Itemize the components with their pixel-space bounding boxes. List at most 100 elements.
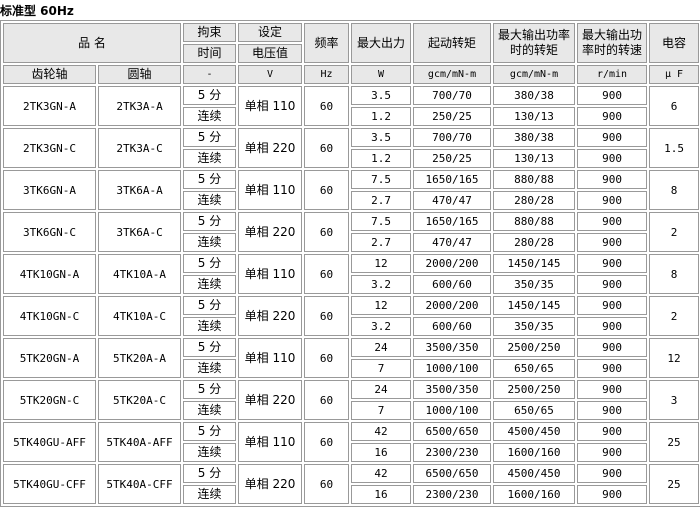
header-line: 时的转矩 <box>510 43 559 57</box>
page-title: 标准型 60Hz <box>0 4 74 18</box>
table-row: 连续 7 1000/100 650/65 900 <box>3 401 699 420</box>
frequency: 60 <box>304 296 350 336</box>
frequency: 60 <box>304 338 350 378</box>
table-row: 连续 16 2300/230 1600/160 900 <box>3 485 699 504</box>
max-output: 7 <box>351 401 412 420</box>
gear-shaft-model: 5TK20GN-A <box>3 338 96 378</box>
start-torque: 1000/100 <box>413 401 492 420</box>
round-shaft-model: 4TK10A-C <box>98 296 182 336</box>
lock-time: 连续 <box>183 107 237 126</box>
table-row: 5TK20GN-A 5TK20A-A 5 分单相 110 60 24 3500/350 25… <box>3 338 700 378</box>
table-row: 连续 7 1000/100 650/65 900 <box>3 359 699 378</box>
max-output: 42 <box>351 464 412 483</box>
start-torque: 700/70 <box>413 128 492 147</box>
gear-shaft-model: 4TK10GN-C <box>3 296 96 336</box>
max-power-torque: 130/13 <box>493 149 576 168</box>
gear-shaft-model: 4TK10GN-A <box>3 254 96 294</box>
max-power-speed: 900 <box>577 107 648 126</box>
start-torque: 3500/350 <box>413 338 492 357</box>
max-power-torque: 130/13 <box>493 107 576 126</box>
max-output: 2.7 <box>351 191 412 210</box>
spec-table: 品 名 拘束 设定 频率 最大出力 起动转矩 最大输出功率 时的转矩 最大输出功率… <box>0 20 700 507</box>
max-output: 7.5 <box>351 170 412 189</box>
max-power-speed: 900 <box>577 338 648 357</box>
voltage: 单相 110 <box>238 422 303 462</box>
unit-speed: r/min <box>577 65 648 84</box>
max-power-torque: 1450/145 <box>493 296 576 315</box>
max-power-torque: 1600/160 <box>493 485 576 504</box>
start-torque: 2300/230 <box>413 443 492 462</box>
frequency: 60 <box>304 86 350 126</box>
gear-shaft-model: 2TK3GN-C <box>3 128 96 168</box>
lock-time: 5 分 <box>183 338 237 357</box>
start-torque: 2000/200 <box>413 254 492 273</box>
table-row: 5TK40GU-AFF 5TK40A-AFF 5 分单相 110 60 42 6500/6… <box>3 422 700 462</box>
gear-shaft-model: 5TK40GU-AFF <box>3 422 96 462</box>
gear-shaft-model: 5TK20GN-C <box>3 380 96 420</box>
table-row: 5TK40GU-CFF 5TK40A-CFF 5 分单相 220 60 42 6500/6… <box>3 464 700 504</box>
voltage: 单相 220 <box>238 296 303 336</box>
header-max-output: 最大出力 <box>351 23 412 63</box>
max-output: 16 <box>351 485 412 504</box>
table-row: 连续 2.7 470/47 280/28 900 <box>3 191 699 210</box>
max-power-torque: 350/35 <box>493 275 576 294</box>
round-shaft-model: 2TK3A-A <box>98 86 182 126</box>
max-power-speed: 900 <box>577 170 648 189</box>
round-shaft-model: 5TK40A-CFF <box>98 464 182 504</box>
lock-time: 连续 <box>183 233 237 252</box>
max-power-torque: 650/65 <box>493 359 576 378</box>
max-power-speed: 900 <box>577 443 648 462</box>
capacitor: 2 <box>649 296 700 336</box>
max-output: 7 <box>351 359 412 378</box>
round-shaft-model: 2TK3A-C <box>98 128 182 168</box>
round-shaft-model: 5TK20A-C <box>98 380 182 420</box>
voltage: 单相 110 <box>238 170 303 210</box>
header-lock-time-2: 时间 <box>183 44 237 63</box>
lock-time: 连续 <box>183 317 237 336</box>
capacitor: 1.5 <box>649 128 700 168</box>
start-torque: 2000/200 <box>413 296 492 315</box>
round-shaft-model: 3TK6A-C <box>98 212 182 252</box>
max-power-speed: 900 <box>577 86 648 105</box>
capacitor: 25 <box>649 464 700 504</box>
max-output: 2.7 <box>351 233 412 252</box>
unit-frequency: Hz <box>304 65 350 84</box>
header-start-torque: 起动转矩 <box>413 23 492 63</box>
start-torque: 2300/230 <box>413 485 492 504</box>
max-power-torque: 650/65 <box>493 401 576 420</box>
max-power-speed: 900 <box>577 422 648 441</box>
max-power-torque: 880/88 <box>493 212 576 231</box>
table-row: 2TK3GN-A 2TK3A-A 5 分单相 110 60 3.5 700/70 380/3… <box>3 86 700 126</box>
max-output: 3.5 <box>351 86 412 105</box>
round-shaft-model: 3TK6A-A <box>98 170 182 210</box>
table-row: 连续 1.2 250/25 130/13 900 <box>3 107 699 126</box>
gear-shaft-model: 2TK3GN-A <box>3 86 96 126</box>
unit-lock-time: - <box>183 65 237 84</box>
max-power-speed: 900 <box>577 464 648 483</box>
unit-max-power-torque: gcm/mN-m <box>493 65 576 84</box>
frequency: 60 <box>304 170 350 210</box>
max-power-speed: 900 <box>577 128 648 147</box>
max-power-torque: 280/28 <box>493 233 576 252</box>
table-row: 3TK6GN-A 3TK6A-A 5 分单相 110 60 7.5 1650/165 880… <box>3 170 700 210</box>
header-line: 最大输出功率 <box>498 28 571 42</box>
voltage: 单相 220 <box>238 212 303 252</box>
unit-voltage: V <box>238 65 303 84</box>
lock-time: 5 分 <box>183 464 237 483</box>
capacitor: 25 <box>649 422 700 462</box>
header-lock-time: 拘束 <box>183 23 237 42</box>
max-power-speed: 900 <box>577 149 648 168</box>
voltage: 单相 110 <box>238 86 303 126</box>
lock-time: 5 分 <box>183 422 237 441</box>
max-power-speed: 900 <box>577 275 648 294</box>
max-output: 42 <box>351 422 412 441</box>
lock-time: 5 分 <box>183 86 237 105</box>
start-torque: 700/70 <box>413 86 492 105</box>
max-output: 1.2 <box>351 107 412 126</box>
voltage: 单相 220 <box>238 128 303 168</box>
voltage: 单相 110 <box>238 254 303 294</box>
header-voltage: 设定 <box>238 23 303 42</box>
max-power-speed: 900 <box>577 191 648 210</box>
max-power-speed: 900 <box>577 296 648 315</box>
frequency: 60 <box>304 380 350 420</box>
